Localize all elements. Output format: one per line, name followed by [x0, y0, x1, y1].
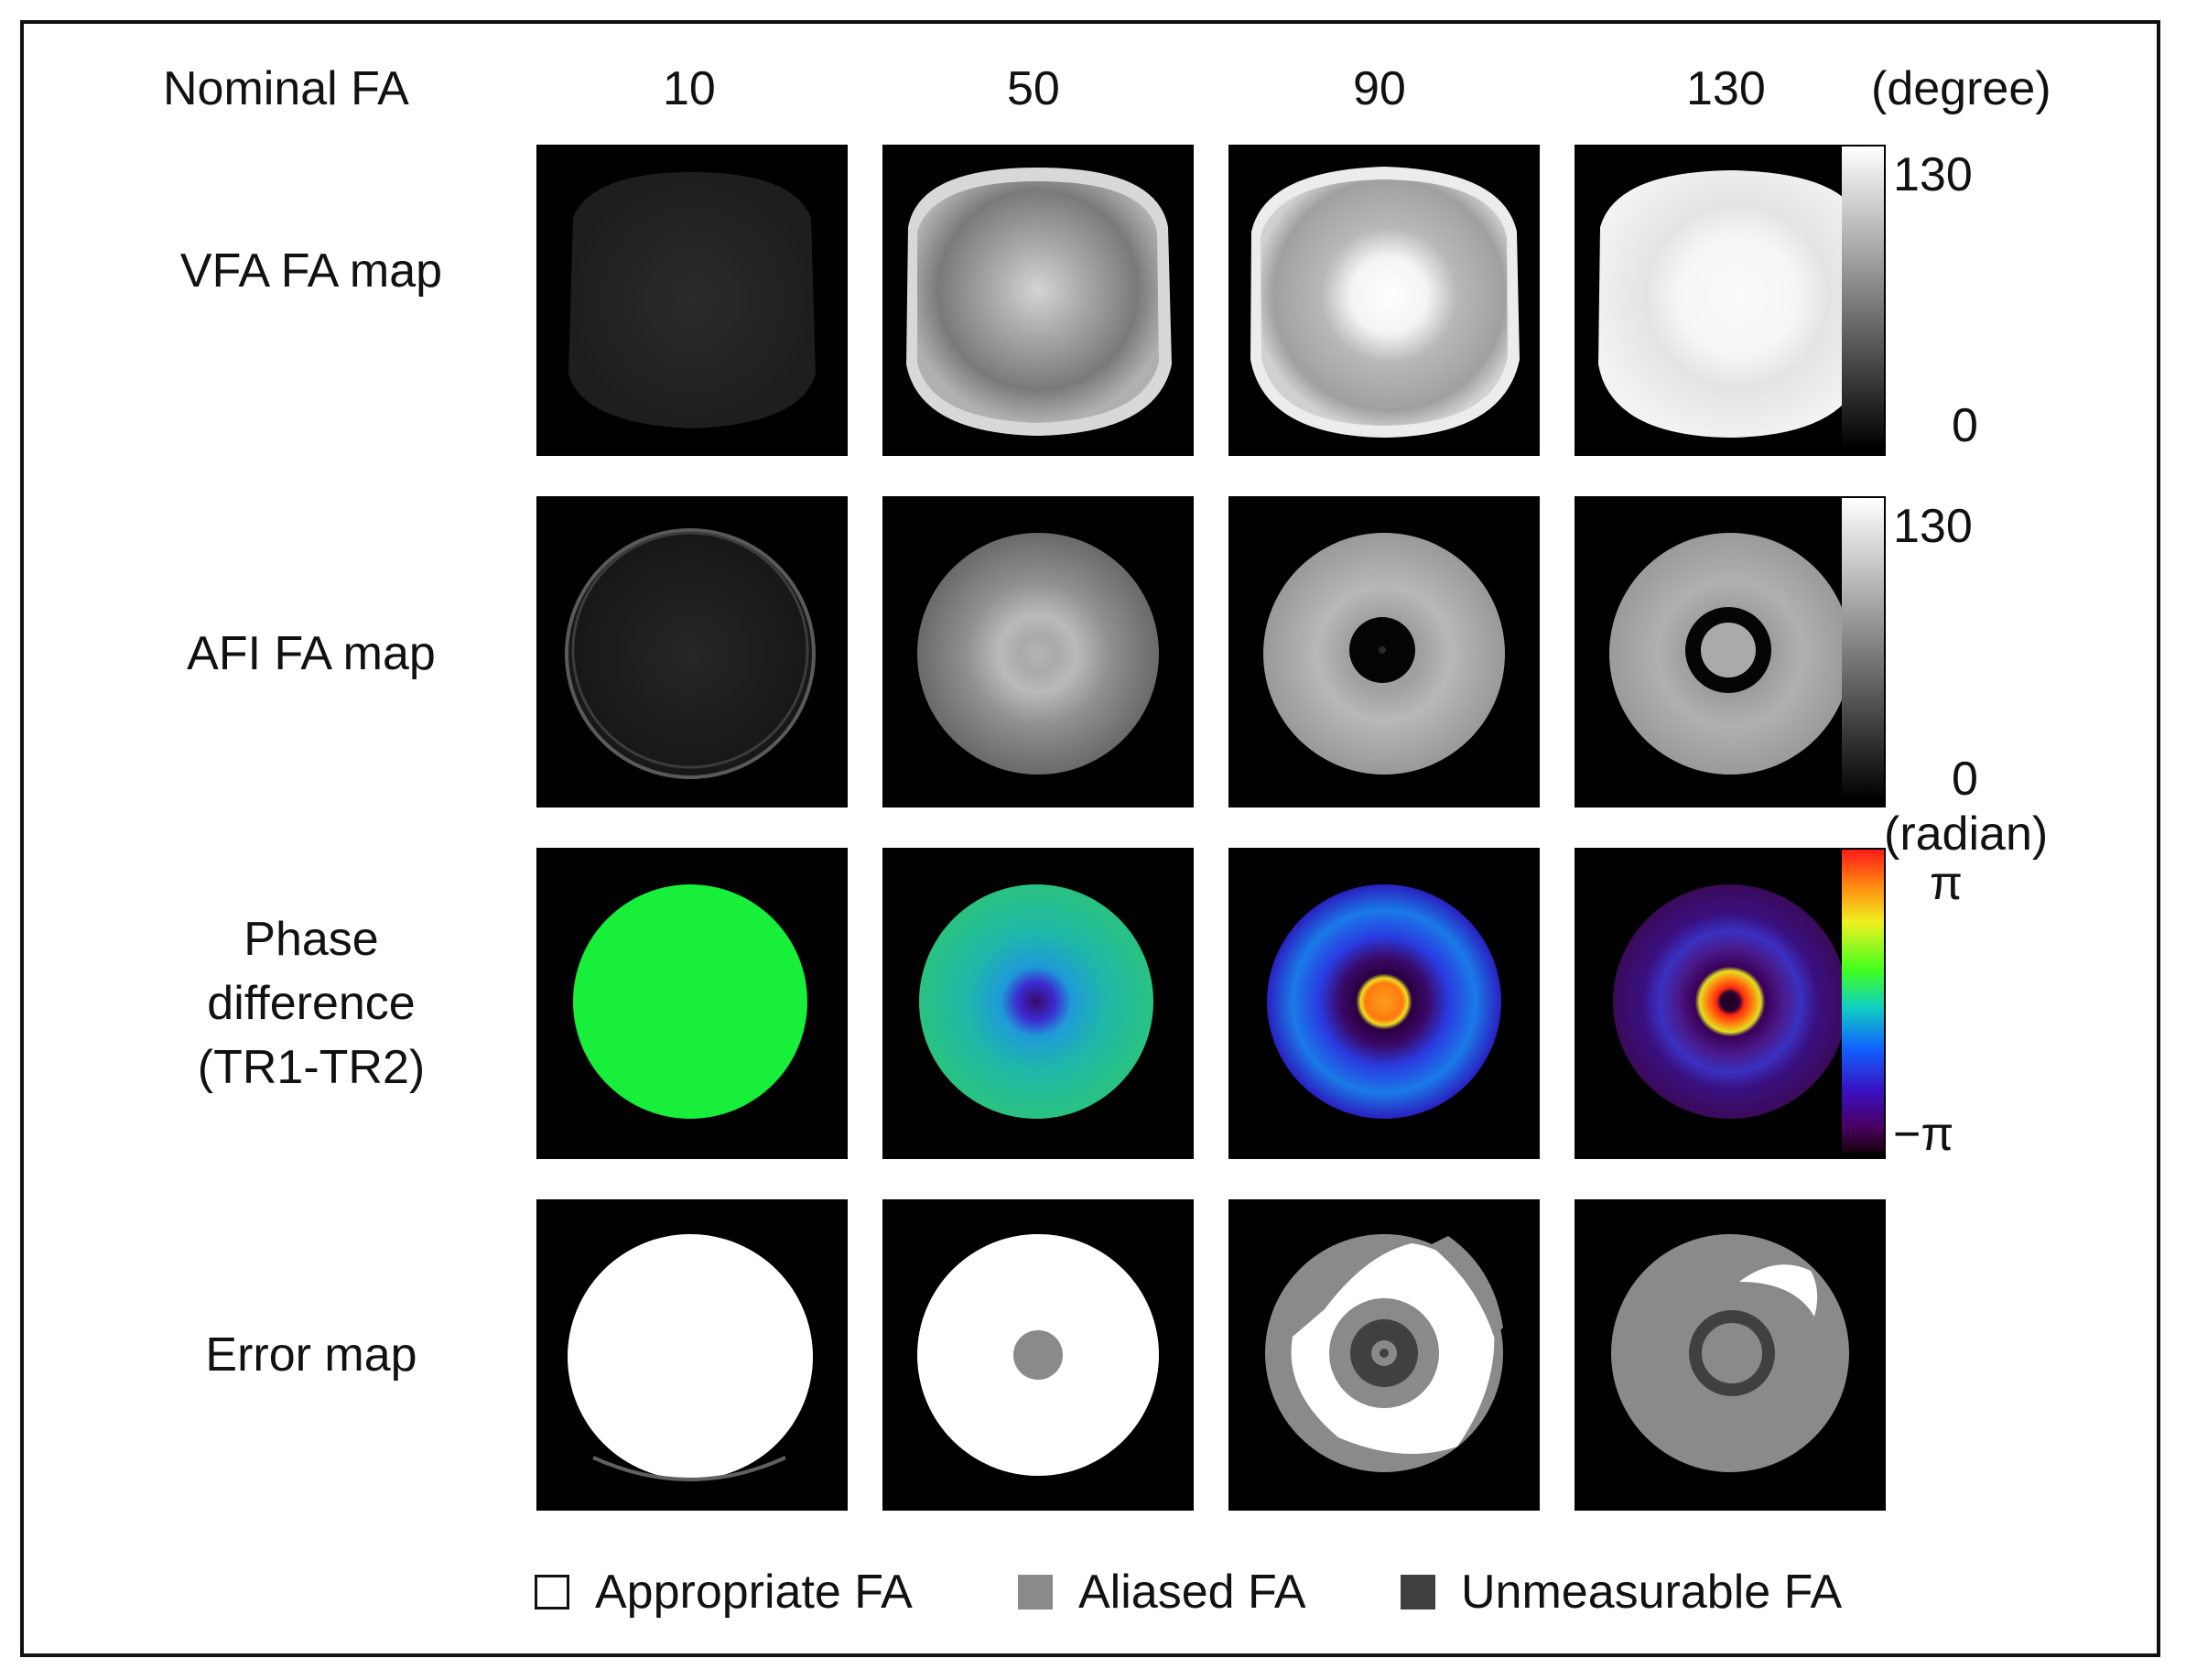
vfa-map-50: [882, 145, 1194, 456]
phase-colorbar-max: π: [1930, 857, 1963, 910]
afi-colorbar-min: 0: [1952, 753, 1978, 806]
figure-frame: [20, 20, 2160, 1657]
degree-unit: (degree): [1871, 62, 2051, 115]
error-map-10: [536, 1199, 848, 1511]
nominal-fa-label: Nominal FA: [163, 62, 409, 115]
legend-label-aliased: Aliased FA: [1078, 1566, 1306, 1619]
legend-swatch-appropriate: [535, 1575, 569, 1610]
vfa-map-10: [536, 145, 848, 456]
row-label-phase-1: Phase: [243, 913, 379, 966]
legend-swatch-unmeasurable: [1401, 1575, 1435, 1610]
phase-map-10: [536, 848, 848, 1159]
legend-swatch-aliased: [1018, 1575, 1053, 1610]
row-label-phase-2: difference: [207, 977, 416, 1030]
legend-label-unmeasurable: Unmeasurable FA: [1461, 1566, 1843, 1619]
afi-map-130: [1575, 496, 1886, 807]
phase-colorbar: [1842, 850, 1884, 1152]
nominal-fa-130: 130: [1686, 62, 1766, 115]
row-label-afi: AFI FA map: [187, 627, 436, 680]
phase-map-130: [1575, 848, 1886, 1159]
afi-map-50: [882, 496, 1194, 807]
phase-colorbar-unit: (radian): [1884, 807, 2049, 861]
phase-colorbar-min: −π: [1893, 1108, 1954, 1161]
afi-colorbar: [1842, 498, 1884, 800]
vfa-map-90: [1228, 145, 1540, 456]
phase-map-90: [1228, 848, 1540, 1159]
row-label-vfa: VFA FA map: [179, 244, 443, 298]
afi-map-90: [1228, 496, 1540, 807]
error-map-50: [882, 1199, 1194, 1511]
vfa-colorbar: [1842, 146, 1884, 449]
nominal-fa-50: 50: [1007, 62, 1060, 115]
row-label-phase-3: (TR1-TR2): [197, 1041, 426, 1094]
vfa-colorbar-max: 130: [1893, 148, 1973, 201]
legend-label-appropriate: Appropriate FA: [595, 1566, 913, 1619]
vfa-colorbar-min: 0: [1952, 399, 1978, 452]
nominal-fa-90: 90: [1353, 62, 1406, 115]
phase-map-50: [882, 848, 1194, 1159]
error-map-130: [1575, 1199, 1886, 1511]
row-label-error: Error map: [205, 1328, 417, 1382]
vfa-map-130: [1575, 145, 1886, 456]
nominal-fa-10: 10: [663, 62, 716, 115]
afi-map-10: [536, 496, 848, 807]
afi-colorbar-max: 130: [1893, 500, 1973, 553]
error-map-90: [1228, 1199, 1540, 1511]
